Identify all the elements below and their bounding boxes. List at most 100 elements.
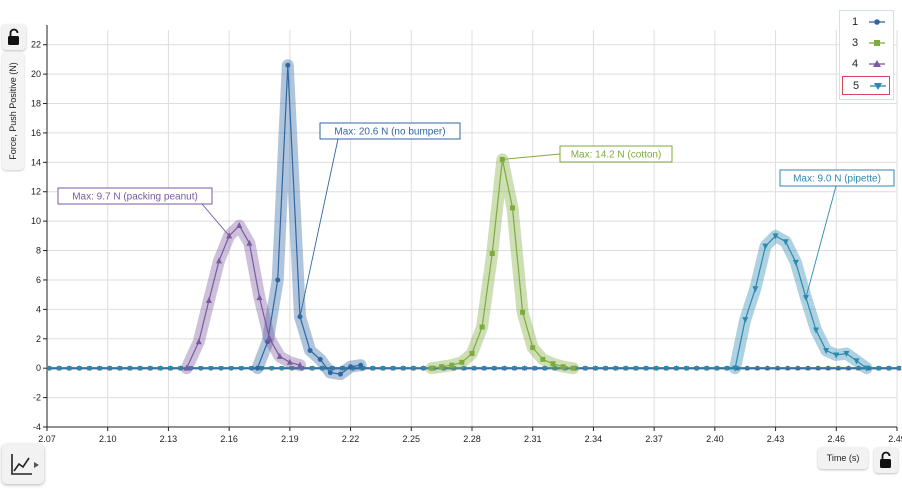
x-tick-label: 2.46	[828, 434, 846, 444]
legend-item-5[interactable]: 5	[842, 76, 890, 95]
baseline-point	[522, 366, 528, 372]
data-point	[449, 362, 455, 368]
baseline-point	[623, 366, 629, 372]
baseline-point	[218, 366, 224, 372]
line-graph-icon	[11, 454, 39, 475]
baseline-point	[167, 366, 174, 372]
data-point	[823, 348, 830, 355]
baseline-point	[147, 366, 153, 372]
baseline-point	[76, 366, 82, 372]
legend-item-4[interactable]: 4	[842, 55, 890, 74]
data-point	[863, 365, 870, 372]
y-tick-label: -4	[33, 422, 41, 432]
x-axis-lock-button[interactable]	[874, 447, 898, 473]
data-point	[439, 364, 445, 370]
data-point	[358, 362, 364, 368]
baseline-point	[238, 366, 244, 372]
data-point	[216, 257, 223, 264]
legend-label: 1	[852, 16, 859, 28]
data-point	[275, 277, 281, 283]
x-tick-label: 2.16	[220, 434, 238, 444]
x-tick-label: 2.19	[281, 434, 299, 444]
data-point	[429, 365, 435, 371]
annotation-5: Max: 9.0 N (pipette)	[779, 169, 895, 298]
baseline-point	[339, 366, 346, 372]
data-point	[520, 309, 526, 315]
baseline-markers	[46, 365, 902, 372]
data-point	[782, 239, 789, 246]
baseline-point	[420, 366, 427, 372]
baseline-point	[633, 366, 639, 372]
x-tick-label: 2.22	[342, 434, 360, 444]
baseline-point	[552, 366, 558, 372]
data-point	[195, 338, 202, 345]
x-tick-label: 2.07	[38, 434, 56, 444]
x-tick-label: 2.34	[585, 434, 603, 444]
annotation-box	[319, 122, 461, 140]
baseline-point	[602, 366, 609, 372]
y-axis-label-button[interactable]: Force, Push Positive (N)	[2, 52, 24, 170]
baseline-point	[390, 366, 396, 372]
data-point	[256, 294, 263, 301]
y-tick-label: 12	[31, 187, 41, 197]
baseline-point	[107, 366, 113, 372]
triangle-up-marker-icon	[869, 60, 885, 67]
x-tick-label: 2.31	[524, 434, 542, 444]
data-point	[285, 62, 291, 68]
x-tick-label: 2.13	[160, 434, 178, 444]
square-marker-icon	[869, 40, 885, 46]
data-point	[792, 259, 799, 266]
annotation-leader	[299, 138, 339, 317]
data-point	[479, 324, 485, 330]
baseline-point	[400, 366, 406, 372]
data-point	[540, 356, 546, 362]
data-point	[489, 250, 495, 256]
annotation-box	[559, 145, 673, 163]
data-point	[307, 348, 313, 354]
baseline-point	[694, 366, 700, 372]
series-1	[251, 59, 367, 381]
data-point	[843, 350, 850, 357]
data-point	[317, 356, 323, 362]
legend-item-1[interactable]: 1	[842, 13, 890, 32]
circle-marker-icon	[869, 19, 885, 25]
y-tick-label: -2	[33, 393, 41, 403]
baseline-point	[319, 366, 325, 372]
annotation-leader	[201, 203, 230, 237]
triangle-down-marker-icon	[870, 83, 886, 90]
baseline-point	[380, 366, 386, 372]
baseline-point	[370, 366, 376, 372]
baseline-point	[289, 366, 295, 372]
legend-label: 4	[852, 58, 859, 70]
data-point	[742, 317, 749, 324]
x-tick-label: 2.40	[706, 434, 724, 444]
annotation-4: Max: 9.7 N (packing peanut)	[57, 187, 230, 237]
data-point	[772, 233, 779, 240]
baseline-point	[228, 366, 234, 372]
y-axis-lock-button[interactable]	[2, 24, 26, 50]
baseline-point	[410, 366, 416, 372]
annotation-label: Max: 14.2 N (cotton)	[571, 150, 662, 161]
x-tick-label: 2.28	[463, 434, 481, 444]
baseline-point	[117, 366, 123, 372]
baseline-point	[643, 366, 649, 372]
baseline-point	[582, 366, 588, 372]
baseline-point	[279, 366, 285, 372]
baseline-point	[501, 366, 507, 372]
unlock-icon	[8, 28, 19, 45]
baseline-point	[208, 366, 214, 372]
series-4	[180, 219, 306, 375]
data-point	[802, 295, 809, 302]
baseline-point	[461, 366, 467, 372]
data-point	[337, 371, 343, 377]
baseline-point	[673, 366, 680, 372]
legend-label: 3	[852, 37, 859, 49]
unlock-icon	[880, 451, 891, 468]
data-point	[509, 205, 515, 211]
x-axis-label-button[interactable]: Time (s)	[818, 447, 868, 469]
graph-tools-button[interactable]	[2, 444, 44, 484]
baseline-point	[683, 366, 690, 372]
legend-label: 5	[853, 80, 860, 92]
legend-item-3[interactable]: 3	[842, 34, 890, 53]
